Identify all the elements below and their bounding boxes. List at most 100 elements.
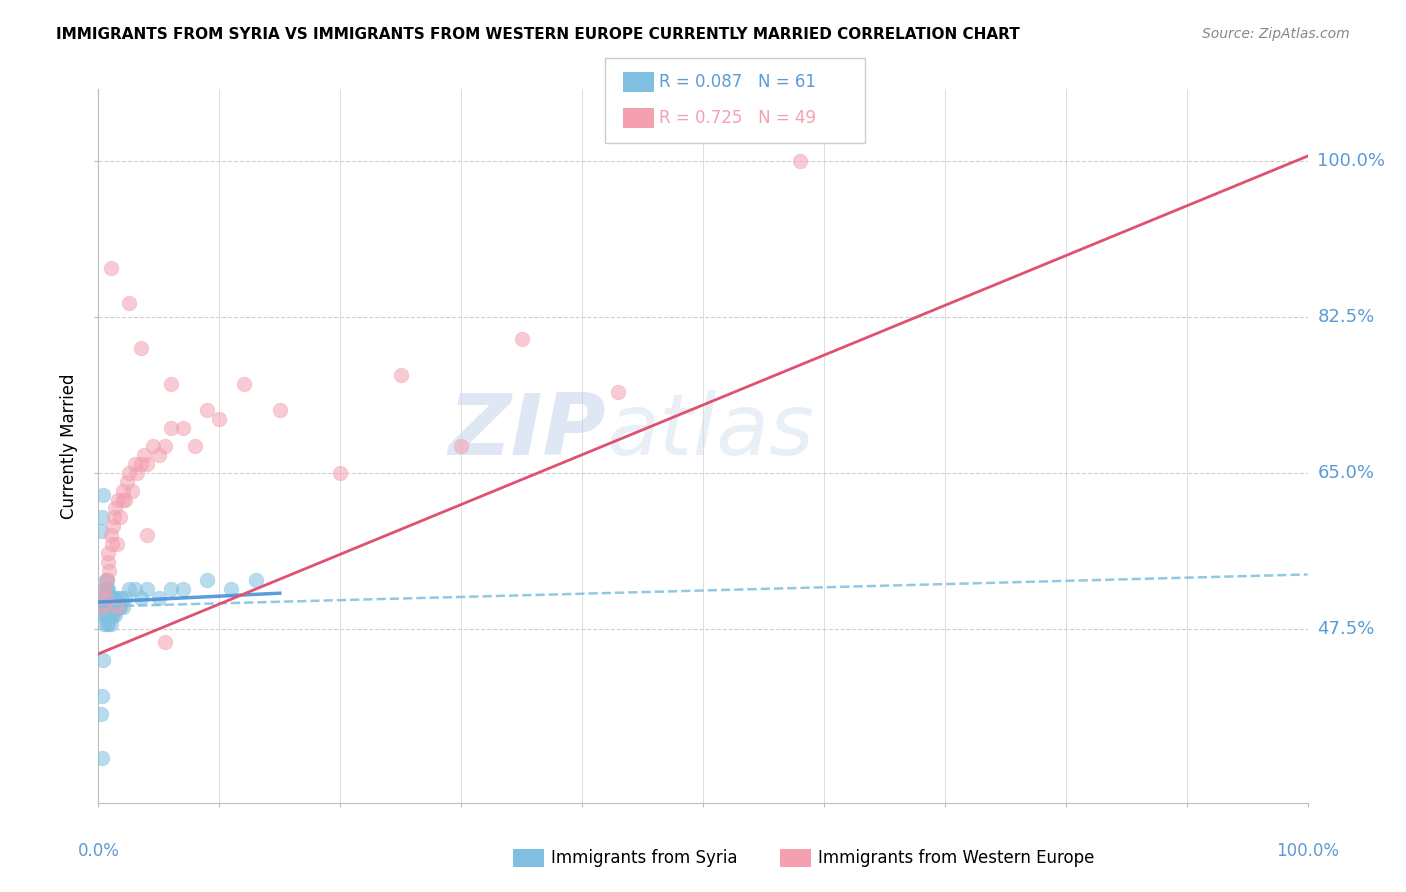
Text: R = 0.087   N = 61: R = 0.087 N = 61 bbox=[659, 73, 817, 91]
Point bbox=[101, 591, 124, 605]
Point bbox=[114, 591, 136, 605]
Point bbox=[91, 608, 114, 623]
Point bbox=[93, 582, 115, 596]
Text: atlas: atlas bbox=[606, 390, 814, 474]
Point bbox=[96, 591, 118, 605]
Point bbox=[789, 153, 811, 168]
Text: ZIP: ZIP bbox=[449, 390, 606, 474]
Text: Immigrants from Syria: Immigrants from Syria bbox=[551, 849, 738, 867]
Point bbox=[91, 599, 114, 614]
Point bbox=[94, 608, 117, 623]
Point bbox=[129, 591, 152, 605]
Point bbox=[510, 332, 533, 346]
Point bbox=[101, 608, 124, 623]
Point bbox=[127, 466, 149, 480]
Text: 100.0%: 100.0% bbox=[1317, 152, 1385, 169]
Text: 100.0%: 100.0% bbox=[1277, 842, 1339, 860]
Point bbox=[148, 591, 170, 605]
Point bbox=[93, 582, 115, 596]
Point bbox=[269, 403, 291, 417]
Point bbox=[195, 403, 218, 417]
Point bbox=[97, 617, 120, 632]
Point bbox=[134, 448, 156, 462]
Point bbox=[117, 475, 139, 489]
Point bbox=[607, 385, 630, 400]
Point bbox=[93, 617, 115, 632]
Point bbox=[90, 524, 112, 538]
Point bbox=[195, 573, 218, 587]
Point bbox=[101, 599, 124, 614]
Point bbox=[97, 591, 120, 605]
Point bbox=[135, 457, 157, 471]
Text: IMMIGRANTS FROM SYRIA VS IMMIGRANTS FROM WESTERN EUROPE CURRENTLY MARRIED CORREL: IMMIGRANTS FROM SYRIA VS IMMIGRANTS FROM… bbox=[56, 27, 1019, 42]
Text: Immigrants from Western Europe: Immigrants from Western Europe bbox=[818, 849, 1095, 867]
Point bbox=[100, 599, 122, 614]
Point bbox=[111, 483, 134, 498]
Text: Source: ZipAtlas.com: Source: ZipAtlas.com bbox=[1202, 27, 1350, 41]
Point bbox=[329, 466, 352, 480]
Point bbox=[111, 492, 134, 507]
Point bbox=[103, 510, 125, 524]
Point bbox=[245, 573, 267, 587]
Point bbox=[172, 421, 194, 435]
Point bbox=[114, 492, 136, 507]
Point bbox=[100, 608, 122, 623]
Point bbox=[104, 599, 127, 614]
Point bbox=[148, 448, 170, 462]
Point bbox=[124, 457, 146, 471]
Point bbox=[108, 510, 131, 524]
Point bbox=[93, 599, 115, 614]
Point bbox=[93, 591, 115, 605]
Point bbox=[94, 591, 117, 605]
Point bbox=[94, 591, 117, 605]
Point bbox=[104, 501, 127, 516]
Point bbox=[160, 582, 183, 596]
Point bbox=[118, 296, 141, 310]
Point bbox=[96, 573, 118, 587]
Point bbox=[97, 608, 120, 623]
Point bbox=[100, 599, 122, 614]
Point bbox=[184, 439, 207, 453]
Point bbox=[221, 582, 243, 596]
Point bbox=[97, 582, 120, 596]
Point bbox=[142, 439, 165, 453]
Point bbox=[97, 555, 120, 569]
Point bbox=[103, 591, 125, 605]
Point bbox=[98, 599, 121, 614]
Point bbox=[98, 608, 121, 623]
Point bbox=[91, 653, 114, 667]
Point bbox=[118, 582, 141, 596]
Point bbox=[100, 591, 122, 605]
Point bbox=[107, 492, 129, 507]
Point bbox=[111, 599, 134, 614]
Point bbox=[129, 457, 152, 471]
Point bbox=[94, 599, 117, 614]
Point bbox=[135, 582, 157, 596]
Y-axis label: Currently Married: Currently Married bbox=[60, 373, 79, 519]
Point bbox=[96, 599, 118, 614]
Point bbox=[129, 341, 152, 355]
Point bbox=[103, 599, 125, 614]
Point bbox=[121, 483, 143, 498]
Point bbox=[94, 582, 117, 596]
Point bbox=[160, 376, 183, 391]
Point bbox=[108, 599, 131, 614]
Point bbox=[110, 591, 132, 605]
Point bbox=[105, 537, 128, 551]
Point bbox=[94, 573, 117, 587]
Point bbox=[97, 599, 120, 614]
Point bbox=[107, 591, 129, 605]
Point bbox=[153, 635, 176, 649]
Point bbox=[91, 689, 114, 703]
Point bbox=[100, 260, 122, 275]
Text: 82.5%: 82.5% bbox=[1317, 308, 1375, 326]
Point bbox=[105, 599, 128, 614]
Point bbox=[91, 751, 114, 765]
Text: 47.5%: 47.5% bbox=[1317, 620, 1375, 638]
Point bbox=[208, 412, 231, 426]
Point bbox=[91, 488, 114, 502]
Point bbox=[153, 439, 176, 453]
Text: 65.0%: 65.0% bbox=[1317, 464, 1374, 482]
Text: 0.0%: 0.0% bbox=[77, 842, 120, 860]
Point bbox=[135, 528, 157, 542]
